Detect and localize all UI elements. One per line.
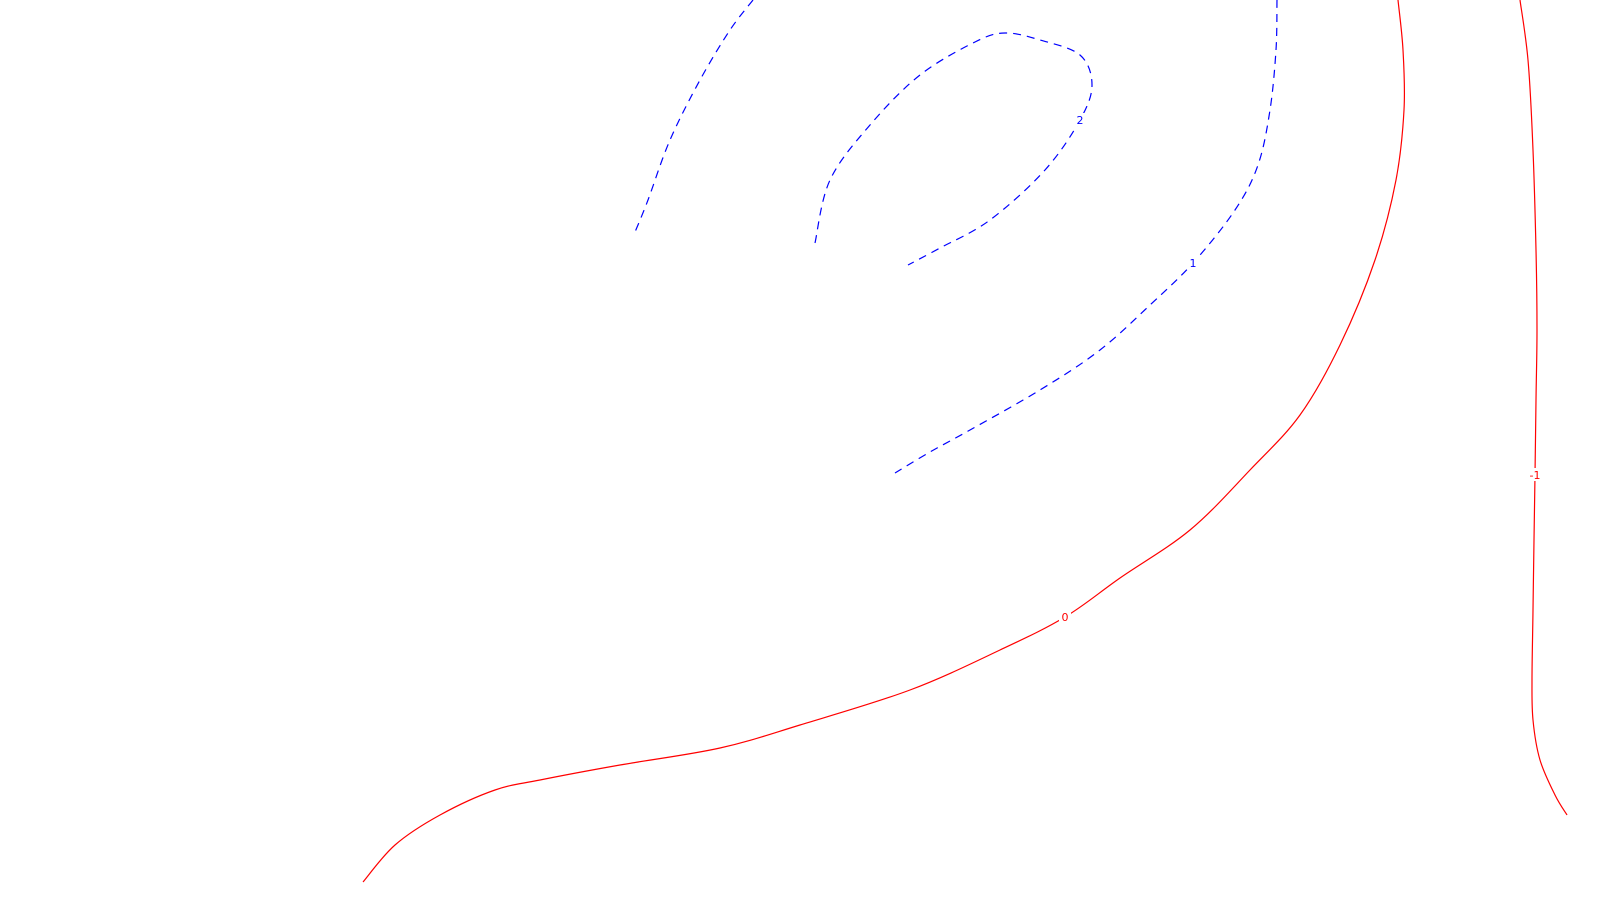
contour-line-level-neg1-seg-0 <box>1519 0 1568 816</box>
contour-label-background <box>1074 113 1086 126</box>
contour-line-level-1-seg-1 <box>634 0 754 233</box>
contour-line-level-1-seg-0 <box>894 0 1278 474</box>
contour-label-background <box>1059 610 1071 623</box>
contour-label-level-2: 2 <box>1077 114 1084 127</box>
contour-label-level-0: 0 <box>1062 611 1069 624</box>
contour-label-background <box>1529 468 1541 481</box>
contour-label-level-neg1: -1 <box>1530 469 1541 482</box>
contour-label-background <box>1187 256 1199 269</box>
contour-labels: 2 1 0 -1 <box>1059 113 1541 624</box>
contour-line-level-2-seg-0 <box>814 32 1093 266</box>
contour-label-level-1: 1 <box>1190 257 1197 270</box>
